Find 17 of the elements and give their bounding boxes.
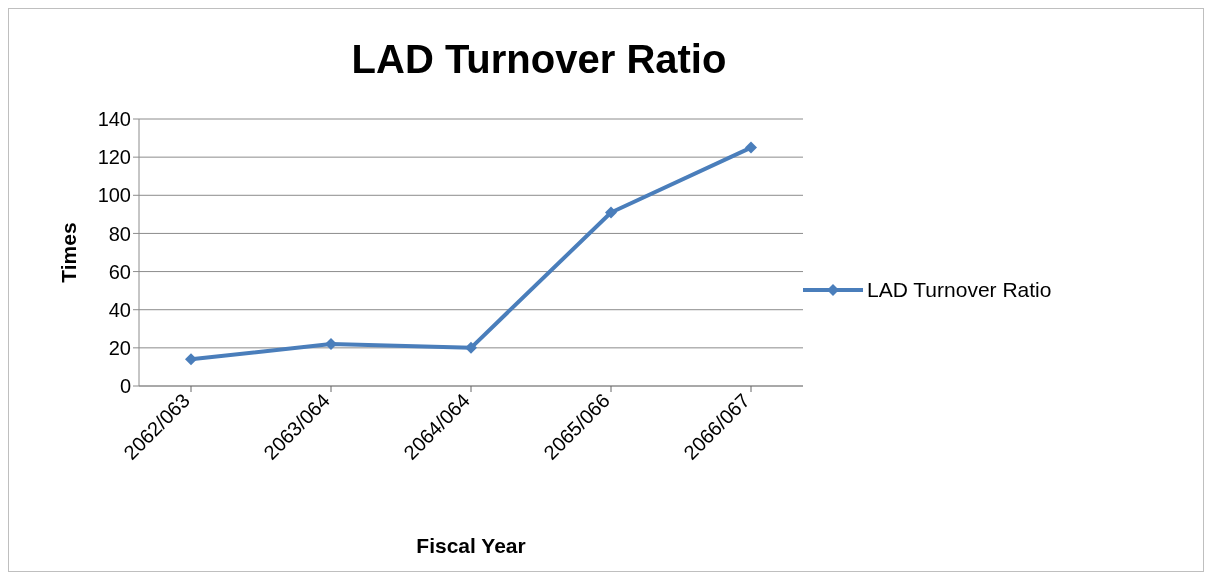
point <box>325 338 337 351</box>
y-tick-label: 120 <box>97 146 131 169</box>
point <box>185 353 197 366</box>
y-tick-label: 0 <box>119 375 131 398</box>
point <box>465 341 477 354</box>
y-tick-label: 100 <box>97 184 131 207</box>
legend-label: LAD Turnover Ratio <box>867 278 1052 302</box>
point <box>745 141 757 154</box>
y-axis-title: Times <box>57 222 81 283</box>
point <box>605 206 617 219</box>
x-axis-title: Fiscal Year <box>416 534 526 557</box>
chart-title: LAD Turnover Ratio <box>350 37 728 82</box>
y-tick-label: 140 <box>97 108 131 131</box>
y-tick-label: 60 <box>108 260 131 283</box>
y-tick-label: 40 <box>108 298 131 321</box>
y-tick-label: 80 <box>108 222 131 245</box>
y-tick-label: 20 <box>108 336 131 359</box>
